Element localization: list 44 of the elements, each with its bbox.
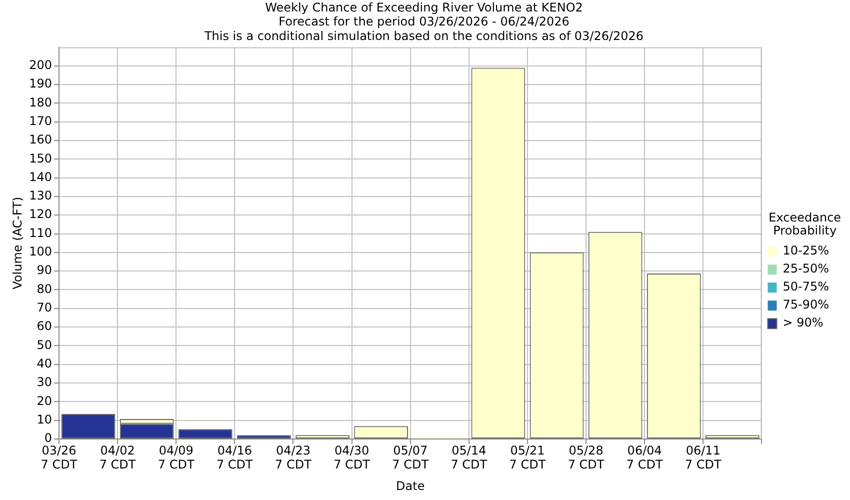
y-tick-label: 10 <box>36 412 52 426</box>
y-tick-label: 130 <box>29 188 52 203</box>
legend-title: Exceedance Probability <box>768 210 842 238</box>
x-tick-label: 04/09 7 CDT <box>158 443 195 472</box>
x-axis-title: Date <box>396 478 425 493</box>
y-tick-label: 150 <box>29 151 52 166</box>
y-tick-label: 200 <box>29 58 52 72</box>
y-tick-label: 40 <box>36 356 52 370</box>
x-tick-label: 06/04 7 CDT <box>626 443 664 472</box>
y-tick-label: 30 <box>36 375 52 390</box>
y-tick-label: 60 <box>36 319 52 334</box>
x-tick-label: 03/26 7 CDT <box>40 443 78 472</box>
y-tick-label: 100 <box>29 244 52 259</box>
x-tick-label: 05/21 7 CDT <box>509 443 546 472</box>
legend-label: 25-50% <box>782 262 830 276</box>
chart-title: Weekly Chance of Exceeding River Volume at KENO2 <box>265 0 583 14</box>
legend-label: 10-25% <box>782 244 830 258</box>
y-tick-label: 80 <box>36 282 52 296</box>
y-tick-label: 90 <box>36 263 52 278</box>
x-tick-label: 04/23 7 CDT <box>275 443 312 472</box>
x-tick-label: 05/28 7 CDT <box>568 443 605 472</box>
y-axis-title: Volume (AC-FT) <box>10 196 24 290</box>
legend-label: 50-75% <box>782 280 830 294</box>
x-tick-label: 05/07 7 CDT <box>392 443 430 472</box>
y-tick-label: 70 <box>36 300 52 315</box>
y-tick-label: 120 <box>29 207 52 222</box>
y-tick-label: 20 <box>36 394 52 408</box>
x-tick-label: 04/30 7 CDT <box>334 443 371 472</box>
y-tick-label: 140 <box>29 170 52 184</box>
y-tick-label: 180 <box>29 95 52 110</box>
y-tick-label: 50 <box>36 338 52 352</box>
x-tick-label: 06/11 7 CDT <box>684 443 722 472</box>
y-tick-label: 170 <box>29 114 52 128</box>
text: This is a conditional simulation based on the conditions as of 03/26/2026 <box>203 29 644 44</box>
chart-subtitle: Forecast for the period 03/26/2026 - 06/24/2026 <box>278 14 570 29</box>
x-tick-label: 04/16 7 CDT <box>216 443 254 472</box>
y-tick-label: 160 <box>29 132 52 147</box>
x-tick-label: 05/14 7 CDT <box>450 443 488 472</box>
legend-label: > 90% <box>782 316 824 330</box>
x-tick-label: 04/02 7 CDT <box>99 443 136 472</box>
y-tick-label: 190 <box>29 76 52 91</box>
y-tick-label: 0 <box>44 431 52 446</box>
legend-label: 75-90% <box>782 298 830 312</box>
y-tick-label: 110 <box>29 226 52 240</box>
